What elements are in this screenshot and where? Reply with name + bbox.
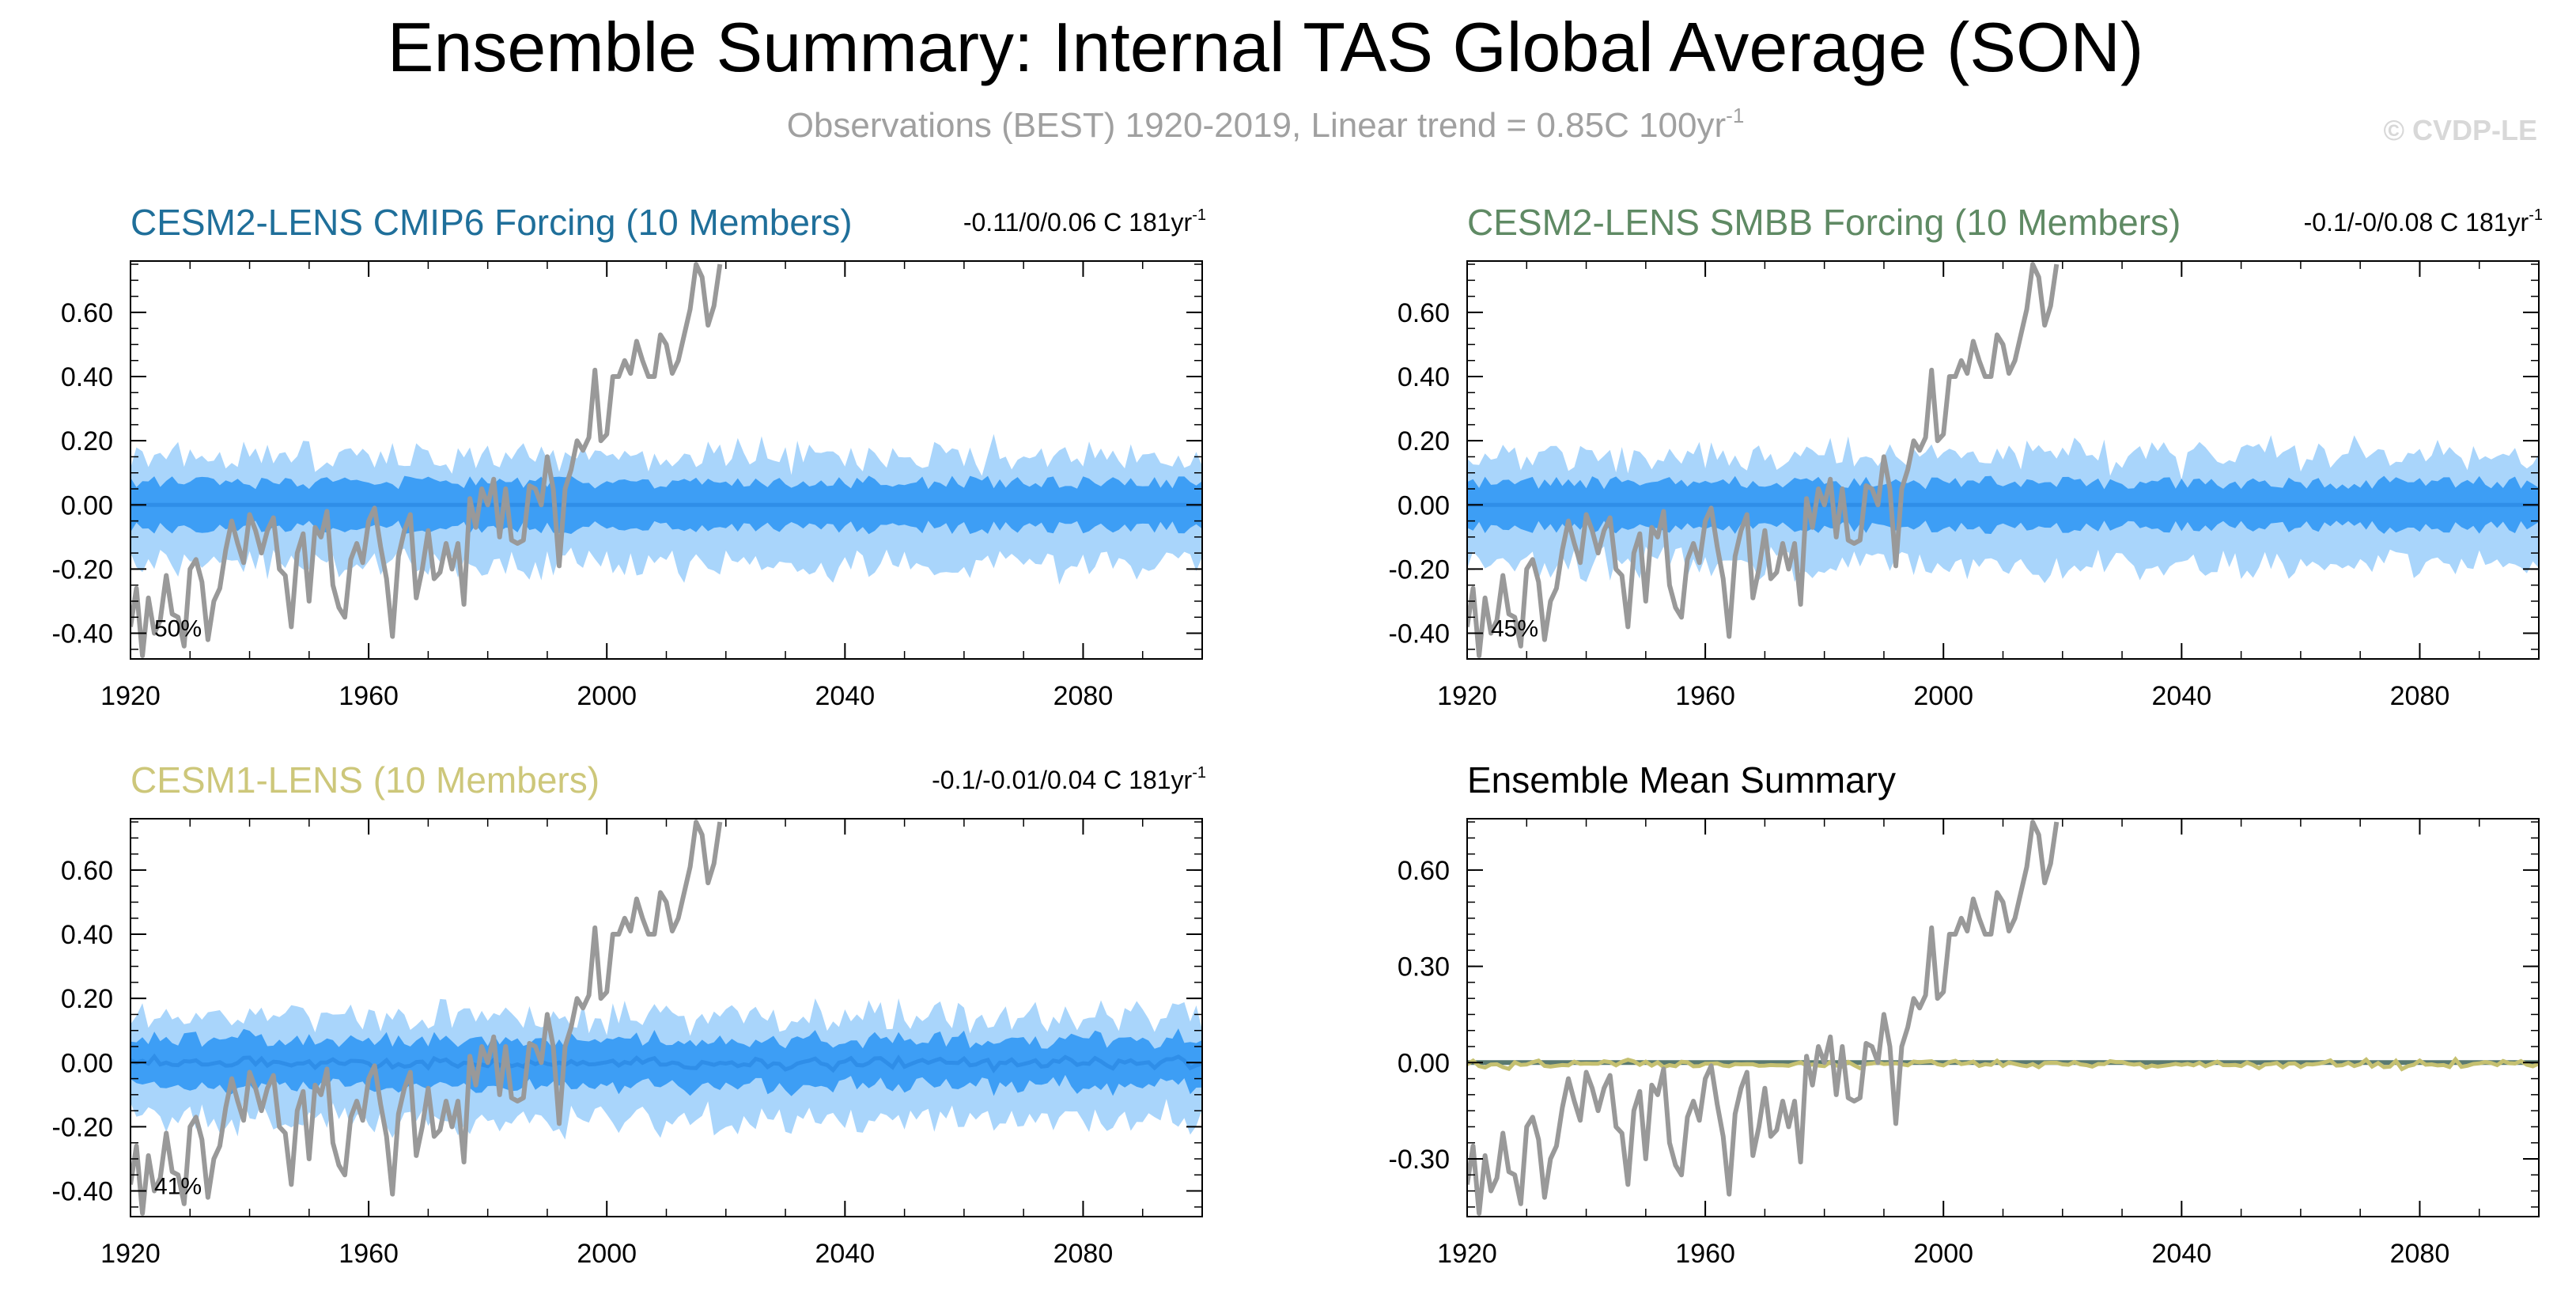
plot-area xyxy=(1467,820,2539,1216)
y-tick-label: 0.30 xyxy=(1398,952,1450,982)
rank-label: 50% xyxy=(154,615,202,642)
x-tick-label: 1920 xyxy=(1437,681,1497,711)
panel-title: CESM1-LENS (10 Members) xyxy=(131,759,600,801)
panel-cesm2-cmip6: CESM2-LENS CMIP6 Forcing (10 Members) -0.… xyxy=(52,202,1207,711)
y-tick-label: -0.40 xyxy=(52,619,114,649)
spread-band-inner xyxy=(131,1028,1202,1096)
y-tick-label: 0.00 xyxy=(1398,490,1450,521)
y-tick-label: 0.60 xyxy=(61,298,113,328)
trend-label: -0.1/-0.01/0.04 C 181yr-1 xyxy=(932,764,1206,794)
observations-line xyxy=(1467,262,2060,658)
trend-value: -0.1/-0/0.08 C 181yr xyxy=(2304,208,2529,237)
x-tick-label: 2000 xyxy=(577,1239,637,1269)
x-tick-label: 2000 xyxy=(1913,1239,1973,1269)
x-tick-label: 2000 xyxy=(1913,681,1973,711)
panel-title: CESM2-LENS CMIP6 Forcing (10 Members) xyxy=(131,202,853,243)
x-tick-label: 2080 xyxy=(1053,1239,1114,1269)
figure-subtitle: Observations (BEST) 1920-2019, Linear tr… xyxy=(787,104,1745,145)
panel-title: CESM2-LENS SMBB Forcing (10 Members) xyxy=(1467,202,2181,243)
x-tick-label: 1920 xyxy=(1437,1239,1497,1269)
panel-cesm2-smbb: CESM2-LENS SMBB Forcing (10 Members) -0.1… xyxy=(1389,202,2544,711)
panel-cesm1-lens: CESM1-LENS (10 Members) -0.1/-0.01/0.04 C… xyxy=(52,759,1207,1269)
x-tick-label: 1960 xyxy=(1675,1239,1735,1269)
x-tick-label: 1920 xyxy=(100,1239,161,1269)
plot-area xyxy=(1467,262,2539,658)
y-tick-label: 0.40 xyxy=(1398,362,1450,392)
rank-label: 41% xyxy=(154,1173,202,1199)
x-tick-label: 2080 xyxy=(2390,1239,2450,1269)
ensemble-mean-line xyxy=(131,1053,1202,1073)
y-tick-label: 0.00 xyxy=(61,1048,113,1078)
x-tick-label: 1960 xyxy=(339,1239,399,1269)
y-tick-label: 0.60 xyxy=(61,856,113,886)
rank-label: 45% xyxy=(1491,615,1538,642)
y-tick-label: 0.40 xyxy=(61,362,113,392)
y-tick-label: 0.00 xyxy=(1398,1048,1450,1078)
x-tick-label: 2040 xyxy=(815,1239,876,1269)
trend-label: -0.11/0/0.06 C 181yr-1 xyxy=(963,206,1206,237)
trend-sup: -1 xyxy=(1192,764,1206,782)
y-tick-label: -0.40 xyxy=(52,1177,114,1207)
x-tick-label: 2080 xyxy=(2390,681,2450,711)
panel-ensemble-mean: Ensemble Mean Summary -0.30 0.00 0.30 0.60 19… xyxy=(1389,759,2540,1269)
y-tick-label: -0.30 xyxy=(1389,1145,1451,1175)
subtitle-text: Observations (BEST) 1920-2019, Linear tr… xyxy=(787,106,1726,145)
panel-title: Ensemble Mean Summary xyxy=(1467,759,1896,801)
y-tick-label: 0.20 xyxy=(1398,426,1450,456)
trend-value: -0.1/-0.01/0.04 C 181yr xyxy=(932,766,1192,794)
plot-area xyxy=(131,820,1202,1216)
x-tick-label: 2040 xyxy=(815,681,876,711)
figure-title: Ensemble Summary: Internal TAS Global Av… xyxy=(388,8,2144,86)
y-tick-label: 0.60 xyxy=(1398,298,1450,328)
plot-area xyxy=(131,262,1202,658)
trend-value: -0.11/0/0.06 C 181yr xyxy=(963,208,1193,237)
y-tick-label: 0.00 xyxy=(61,490,113,521)
observations-line xyxy=(1467,820,2060,1216)
y-tick-label: 0.40 xyxy=(61,920,113,950)
x-tick-label: 1960 xyxy=(1675,681,1735,711)
y-tick-label: 0.20 xyxy=(61,984,113,1014)
x-tick-label: 1960 xyxy=(339,681,399,711)
series-line-cesm1-mean xyxy=(1467,1056,2539,1072)
x-tick-label: 2000 xyxy=(577,681,637,711)
y-tick-label: -0.20 xyxy=(1389,555,1451,585)
x-tick-label: 2040 xyxy=(2152,1239,2212,1269)
trend-sup: -1 xyxy=(1192,206,1206,224)
y-tick-label: 0.20 xyxy=(61,426,113,456)
x-tick-label: 1920 xyxy=(100,681,161,711)
x-tick-label: 2080 xyxy=(1053,681,1114,711)
y-tick-label: -0.20 xyxy=(52,1112,114,1142)
x-tick-label: 2040 xyxy=(2152,681,2212,711)
y-tick-label: -0.40 xyxy=(1389,619,1451,649)
trend-label: -0.1/-0/0.08 C 181yr-1 xyxy=(2304,206,2543,237)
copyright-label: © CVDP-LE xyxy=(2383,114,2537,146)
trend-sup: -1 xyxy=(2529,206,2543,224)
observations-line xyxy=(131,262,723,658)
subtitle-sup: -1 xyxy=(1726,104,1744,127)
observations-line xyxy=(131,820,723,1216)
y-tick-label: -0.20 xyxy=(52,555,114,585)
y-tick-label: 0.60 xyxy=(1398,856,1450,886)
